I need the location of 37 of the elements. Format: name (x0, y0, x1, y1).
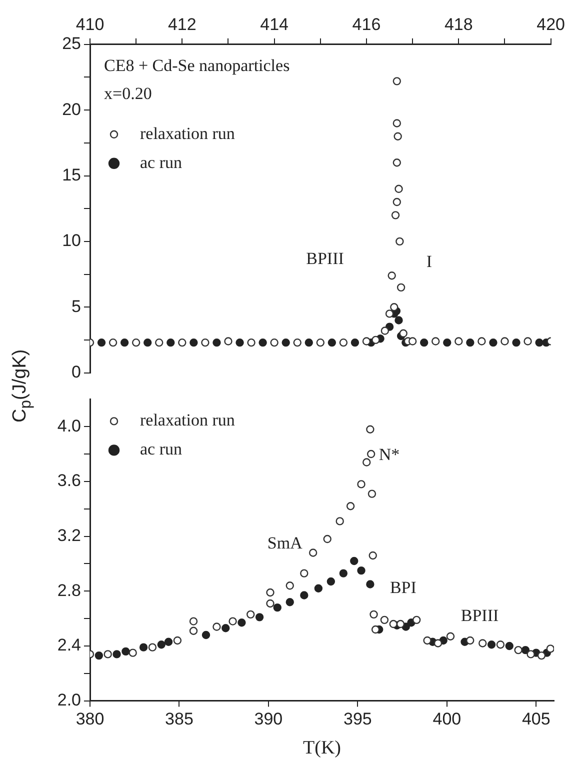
legend-label: ac run (140, 440, 182, 459)
x-tick-label: 390 (254, 710, 283, 729)
legend-label: ac run (140, 152, 182, 172)
legend-label: relaxation run (140, 410, 236, 430)
y-tick-label: 4.0 (57, 416, 81, 436)
y-tick-label: 2.8 (57, 580, 81, 600)
x-tick-label: 410 (76, 14, 104, 34)
y-tick-label: 2.4 (57, 636, 81, 655)
annotation: SmA (267, 533, 304, 552)
y-tick-label: 3.2 (57, 526, 81, 545)
y-tick-label: 25 (62, 34, 81, 54)
y-tick-label: 0 (72, 362, 81, 382)
annotation: BPI (390, 578, 417, 597)
x-tick-label: 416 (352, 14, 381, 34)
annotation: I (426, 252, 432, 271)
annotation: N* (378, 444, 400, 464)
legend-label: relaxation run (140, 124, 236, 143)
x-tick-label: 395 (344, 710, 372, 729)
x-tick-label: 400 (432, 710, 462, 729)
annotation: BPIII (460, 606, 499, 625)
x-tick-label: 420 (536, 14, 566, 34)
annotation: BPIII (306, 248, 344, 268)
x-tick-label: 380 (76, 710, 104, 729)
x-tick-label: 414 (260, 14, 289, 34)
text: CE8 + Cd-Se nanoparticles (104, 56, 290, 75)
y-tick-label: 2.0 (57, 690, 81, 710)
text: x=0.20 (104, 84, 152, 103)
y-tick-label: 3.6 (57, 471, 81, 490)
x-tick-label: 418 (444, 14, 473, 34)
x-axis-title: T(K) (303, 738, 341, 759)
y-tick-label: 20 (62, 100, 81, 119)
y-tick-label: 10 (62, 231, 81, 250)
x-tick-label: 405 (522, 710, 550, 729)
y-tick-label: 5 (72, 296, 81, 316)
x-tick-label: 385 (165, 710, 194, 729)
x-tick-label: 412 (168, 14, 196, 34)
y-tick-label: 15 (62, 165, 81, 184)
